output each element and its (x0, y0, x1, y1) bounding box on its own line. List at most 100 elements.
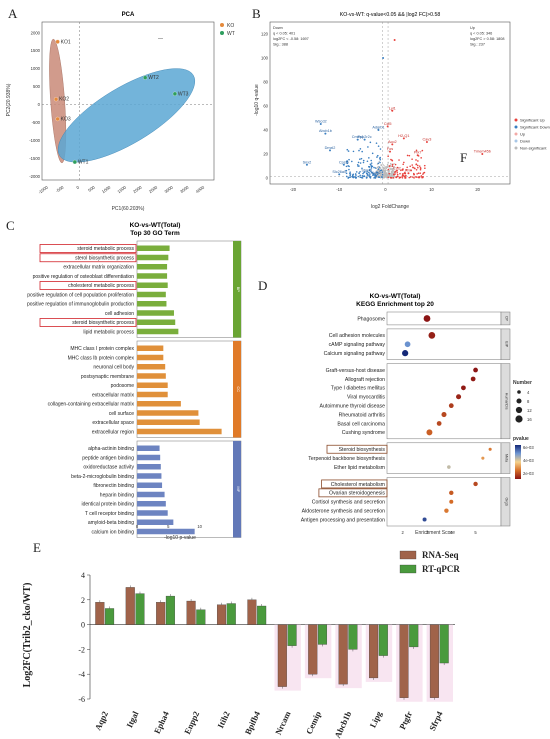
volcano-point-sigdown (359, 148, 362, 150)
go-xtick-label: 10 (197, 524, 202, 529)
pca-plot: PCA KO WT — KO1 KO2 KO3 WT1 WT2 WT3 -1000 -500 0 5… (6, 12, 235, 212)
volcano-point-ns (379, 177, 382, 179)
go-term-label: amyloid-beta binding (88, 520, 134, 526)
volcano-legend-swatch (514, 146, 518, 150)
pca-xtick-label: 1500 (117, 184, 128, 194)
kegg-term-label: Steroid biosynthesis (339, 447, 386, 453)
volcano-point-sigdown (362, 161, 365, 164)
volcano-point-sigdown (370, 159, 373, 162)
panel-label-b: B (252, 6, 261, 21)
volcano-point-sigdown (358, 165, 360, 167)
kegg-group-frame (386, 363, 502, 440)
volcano-ytick-label: 40 (263, 128, 268, 133)
go-term-label: peptide antigen binding (82, 455, 134, 461)
volcano-point-sigup (415, 149, 418, 152)
kegg-dot (481, 456, 485, 460)
volcano-point-sigdown (361, 177, 364, 179)
go-bar (137, 391, 168, 398)
kegg-colorbar (515, 445, 521, 479)
volcano-gene-label: Snx2 (303, 160, 312, 164)
kegg-dot (461, 385, 466, 391)
volcano-point-ns (382, 167, 385, 170)
volcano-legend-label: Significant Down (520, 125, 550, 130)
volcano-point-sigdown (377, 168, 380, 171)
volcano-gene-point (338, 173, 341, 176)
volcano-point-sigup (415, 159, 417, 161)
kegg-term-label: cAMP signaling pathway (329, 342, 386, 348)
bar-rtqpcr (135, 593, 145, 625)
go-bar (137, 528, 195, 535)
volcano-point-sigdown (349, 174, 351, 177)
volcano-point-ns (383, 176, 385, 178)
volcano-gene-label: Cmss1 (352, 135, 364, 139)
bar-ytick-label: -2 (78, 645, 85, 654)
kegg-colorbar-tick: 4e-03 (523, 458, 534, 463)
kegg-term-label: Phagosome (357, 316, 385, 322)
pca-point (172, 91, 178, 96)
go-bar (137, 473, 162, 479)
kegg-dot (423, 315, 431, 322)
volcano-point-sigup (419, 172, 422, 174)
pca-xtick-label: -500 (55, 184, 65, 193)
kegg-chart: KO-vs-WT(Total) KEGG Enrichment top 20 C… (301, 293, 535, 536)
volcano-point-sigdown (348, 158, 350, 161)
go-bar (137, 510, 168, 516)
volcano-point-ns (390, 168, 392, 171)
bar-rtqpcr (348, 624, 358, 650)
volcano-point-sigdown (370, 170, 372, 172)
go-bar (137, 364, 166, 370)
volcano-point-ns (384, 167, 386, 169)
volcano-point-ns (383, 165, 385, 167)
volcano-ytick-label: 0 (266, 176, 269, 181)
volcano-point-sigdown (369, 141, 372, 144)
volcano-point-sigdown (359, 162, 362, 164)
go-section-band (233, 441, 241, 538)
go-section-band (233, 341, 241, 438)
volcano-gene-label: Aco2 (388, 140, 397, 144)
volcano-xtick-label: -20 (290, 187, 297, 192)
volcano-point-sigup (394, 171, 396, 174)
volcano-point-ns (386, 165, 389, 167)
kegg-term-label: Viral myocarditis (347, 395, 385, 401)
bar-rnaseq (369, 624, 379, 679)
volcano-point-ns (382, 164, 384, 166)
volcano-point-sigdown (381, 176, 383, 178)
volcano-point-ns (391, 171, 393, 173)
volcano-gene-label: Cav3 (422, 138, 431, 142)
pca-ytick-label: -500 (32, 120, 41, 125)
go-chart: KO-vs-WT(Total) Top 30 GO Term BP steroid… (27, 222, 242, 541)
bar-category-label: Sfrp4 (427, 709, 445, 732)
bar-legend-label: RT-qPCR (422, 564, 460, 574)
volcano-gene-point (363, 138, 366, 141)
volcano-point-ns (383, 169, 386, 172)
volcano-gene-point (356, 138, 359, 141)
volcano-point-sigdown (382, 57, 385, 59)
volcano-point-sigdown (378, 176, 381, 179)
kegg-dot (473, 481, 478, 487)
volcano-point-sigup (417, 172, 420, 175)
volcano-point-sigdown (360, 157, 363, 160)
volcano-xlabel: log2 FoldChange (371, 204, 409, 210)
panel-label-d: D (258, 278, 268, 293)
pca-ytick-label: 0 (38, 102, 41, 107)
kegg-xtick-label: 4 (450, 530, 453, 535)
volcano-point-sigdown (354, 177, 357, 179)
bar-ytick-label: 0 (81, 621, 85, 630)
volcano-gene-point (386, 125, 389, 128)
kegg-dot (449, 490, 454, 496)
go-xlabel: -log10 p-value (164, 535, 196, 541)
go-term-label: positive regulation of cell population p… (27, 292, 134, 298)
volcano-gene-point (395, 169, 398, 172)
bar-ylabel: Log2FC(Trib2_cko/WT) (22, 583, 33, 688)
panel-label-e: E (33, 540, 41, 555)
volcano-point-sigup (388, 172, 391, 175)
volcano-point-sigup (389, 165, 391, 167)
pca-ytick-label: -2000 (29, 174, 40, 179)
volcano-legend: Significant Up Significant Down Up Down Non-… (514, 118, 550, 151)
go-term-label: neuronal cell body (93, 365, 134, 371)
volcano-point-sigup (398, 177, 401, 179)
kegg-dot (447, 465, 451, 469)
pca-ytick-label: -1000 (29, 138, 40, 143)
volcano-point-sigdown (376, 173, 379, 176)
kegg-xtick-label: 2 (402, 530, 405, 535)
